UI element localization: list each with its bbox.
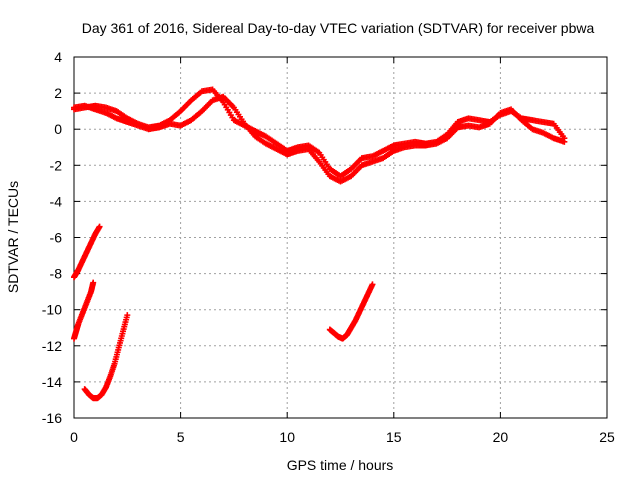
chart-title: Day 361 of 2016, Sidereal Day-to-day VTE… [82, 20, 595, 36]
y-tick-label: -14 [42, 374, 62, 390]
y-tick-label: -4 [50, 193, 63, 209]
y-axis-label: SDTVAR / TECUs [5, 181, 21, 293]
y-tick-label: 2 [54, 85, 62, 101]
y-tick-label: 0 [54, 121, 62, 137]
series-layer [71, 86, 568, 402]
y-tick-label: -2 [50, 157, 63, 173]
series-descending-arc-early [71, 223, 103, 281]
x-axis-label: GPS time / hours [287, 457, 394, 473]
x-tick-label: 10 [279, 429, 295, 445]
x-tick-label: 20 [493, 429, 509, 445]
tick-layer: 0 5 10 15 20 25 -16 -14 -12 -10 -8 -6 -4 -2 0 2 4 [42, 49, 615, 445]
y-tick-label: -8 [50, 266, 63, 282]
data-point [369, 281, 376, 288]
data-point [561, 138, 568, 145]
y-tick-label: 4 [54, 49, 62, 65]
data-point [90, 279, 97, 286]
series-late-arc [326, 281, 376, 342]
x-tick-label: 25 [599, 429, 615, 445]
x-tick-label: 0 [70, 429, 78, 445]
data-point [96, 223, 103, 230]
series-descending-arc-mid [71, 279, 97, 342]
y-tick-label: -10 [42, 302, 62, 318]
grid-layer [74, 57, 607, 418]
series-deep-arc [81, 312, 131, 402]
y-tick-label: -12 [42, 338, 62, 354]
x-tick-label: 15 [386, 429, 402, 445]
y-tick-label: -16 [42, 410, 62, 426]
series-main-band-b [71, 93, 568, 185]
x-tick-label: 5 [177, 429, 185, 445]
data-point [124, 312, 131, 319]
y-tick-label: -6 [50, 230, 63, 246]
